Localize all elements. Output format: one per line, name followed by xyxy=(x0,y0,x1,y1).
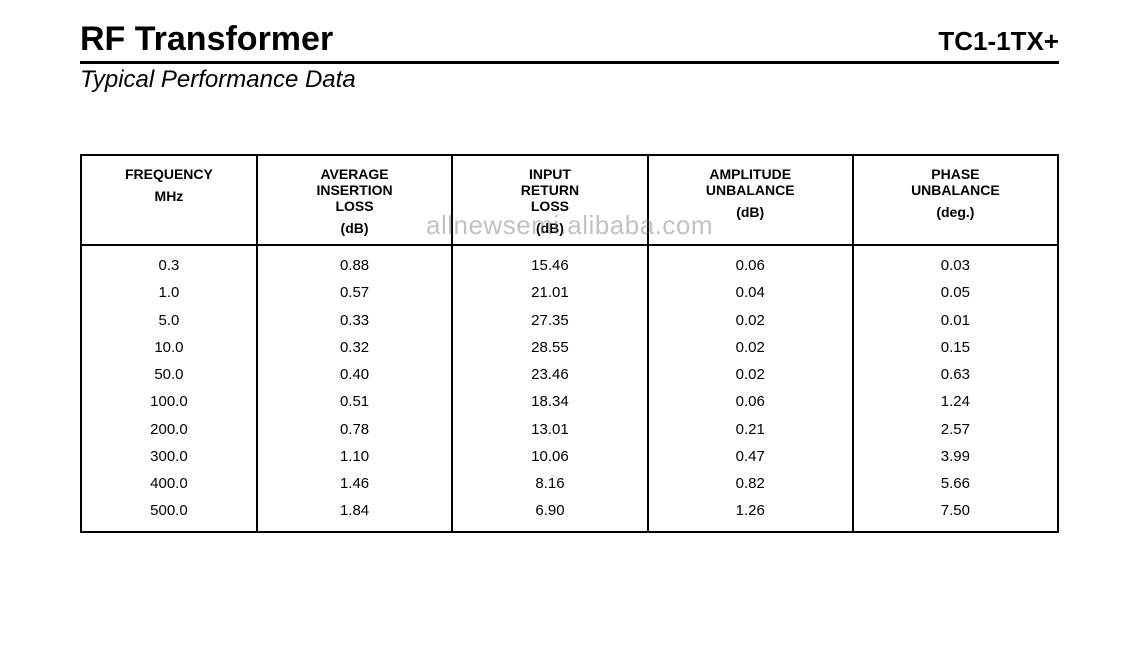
table-cell: 0.21 xyxy=(648,416,853,443)
table-row: 100.00.5118.340.061.24 xyxy=(81,388,1058,415)
table-cell: 1.46 xyxy=(257,470,452,497)
table-cell: 300.0 xyxy=(81,443,257,470)
table-row: 200.00.7813.010.212.57 xyxy=(81,416,1058,443)
table-cell: 28.55 xyxy=(452,334,647,361)
table-cell: 21.01 xyxy=(452,279,647,306)
table-cell: 0.06 xyxy=(648,245,853,279)
column-header-label: AVERAGEINSERTIONLOSS xyxy=(266,166,443,214)
table-cell: 3.99 xyxy=(853,443,1058,470)
table-row: 50.00.4023.460.020.63 xyxy=(81,361,1058,388)
subtitle: Typical Performance Data xyxy=(80,66,1059,94)
table-row: 500.01.846.901.267.50 xyxy=(81,497,1058,531)
column-header-label: FREQUENCY xyxy=(90,166,248,182)
table-cell: 0.63 xyxy=(853,361,1058,388)
table-row: 1.00.5721.010.040.05 xyxy=(81,279,1058,306)
column-header: INPUTRETURNLOSS (dB) xyxy=(452,155,647,245)
table-cell: 7.50 xyxy=(853,497,1058,531)
table-cell: 500.0 xyxy=(81,497,257,531)
table-cell: 0.47 xyxy=(648,443,853,470)
column-header: AVERAGEINSERTIONLOSS (dB) xyxy=(257,155,452,245)
table-cell: 0.06 xyxy=(648,388,853,415)
table-row: 0.30.8815.460.060.03 xyxy=(81,245,1058,279)
table-cell: 0.02 xyxy=(648,307,853,334)
column-header-label: INPUTRETURNLOSS xyxy=(461,166,638,214)
table-cell: 0.57 xyxy=(257,279,452,306)
table-cell: 8.16 xyxy=(452,470,647,497)
table-cell: 6.90 xyxy=(452,497,647,531)
column-header-unit: (deg.) xyxy=(862,204,1049,220)
table-row: 300.01.1010.060.473.99 xyxy=(81,443,1058,470)
table-cell: 0.40 xyxy=(257,361,452,388)
column-header-unit: (dB) xyxy=(266,220,443,236)
column-header: FREQUENCY MHz xyxy=(81,155,257,245)
table-cell: 5.0 xyxy=(81,307,257,334)
column-header-label: PHASEUNBALANCE xyxy=(862,166,1049,198)
table-cell: 200.0 xyxy=(81,416,257,443)
table-cell: 18.34 xyxy=(452,388,647,415)
table-cell: 50.0 xyxy=(81,361,257,388)
table-cell: 0.78 xyxy=(257,416,452,443)
table-cell: 100.0 xyxy=(81,388,257,415)
table-cell: 0.82 xyxy=(648,470,853,497)
table-cell: 0.03 xyxy=(853,245,1058,279)
table-cell: 0.15 xyxy=(853,334,1058,361)
table-cell: 23.46 xyxy=(452,361,647,388)
column-header-unit: (dB) xyxy=(657,204,844,220)
performance-table: FREQUENCYMHzAVERAGEINSERTIONLOSS(dB)INPU… xyxy=(80,154,1059,533)
table-header: FREQUENCYMHzAVERAGEINSERTIONLOSS(dB)INPU… xyxy=(81,155,1058,245)
header: RF Transformer TC1-1TX+ xyxy=(80,20,1059,64)
column-header: AMPLITUDEUNBALANCE (dB) xyxy=(648,155,853,245)
table-cell: 0.32 xyxy=(257,334,452,361)
table-row: 10.00.3228.550.020.15 xyxy=(81,334,1058,361)
part-number: TC1-1TX+ xyxy=(938,26,1059,57)
table-cell: 27.35 xyxy=(452,307,647,334)
table-cell: 1.0 xyxy=(81,279,257,306)
table-cell: 0.01 xyxy=(853,307,1058,334)
table-cell: 2.57 xyxy=(853,416,1058,443)
table-cell: 10.0 xyxy=(81,334,257,361)
table-cell: 15.46 xyxy=(452,245,647,279)
table-cell: 0.88 xyxy=(257,245,452,279)
table-cell: 1.26 xyxy=(648,497,853,531)
table-cell: 0.3 xyxy=(81,245,257,279)
column-header-label: AMPLITUDEUNBALANCE xyxy=(657,166,844,198)
table-cell: 0.51 xyxy=(257,388,452,415)
page-title: RF Transformer xyxy=(80,20,333,59)
table-cell: 0.33 xyxy=(257,307,452,334)
table-cell: 0.04 xyxy=(648,279,853,306)
table-cell: 0.02 xyxy=(648,361,853,388)
table-cell: 10.06 xyxy=(452,443,647,470)
column-header-unit: (dB) xyxy=(461,220,638,236)
column-header-unit: MHz xyxy=(90,188,248,204)
column-header: PHASEUNBALANCE (deg.) xyxy=(853,155,1058,245)
table-body: 0.30.8815.460.060.031.00.5721.010.040.05… xyxy=(81,245,1058,532)
table-cell: 0.05 xyxy=(853,279,1058,306)
table-row: 400.01.468.160.825.66 xyxy=(81,470,1058,497)
table-cell: 400.0 xyxy=(81,470,257,497)
table-cell: 1.10 xyxy=(257,443,452,470)
table-cell: 1.24 xyxy=(853,388,1058,415)
table-row: 5.00.3327.350.020.01 xyxy=(81,307,1058,334)
table-cell: 1.84 xyxy=(257,497,452,531)
table-cell: 13.01 xyxy=(452,416,647,443)
table-cell: 0.02 xyxy=(648,334,853,361)
table-cell: 5.66 xyxy=(853,470,1058,497)
